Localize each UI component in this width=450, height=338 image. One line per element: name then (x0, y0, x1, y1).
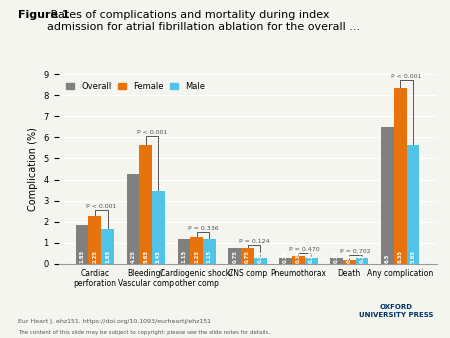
Text: 1.25: 1.25 (194, 249, 199, 263)
Bar (343, 261, 356, 264)
Text: 0.25: 0.25 (283, 250, 288, 263)
Text: 8.35: 8.35 (398, 249, 403, 263)
Bar (381, 127, 394, 264)
Bar (126, 174, 140, 264)
Bar (140, 145, 152, 264)
Bar (279, 258, 292, 264)
Text: P < 0.001: P < 0.001 (86, 204, 116, 209)
Bar (394, 88, 407, 264)
Bar (152, 191, 165, 264)
Text: 4.25: 4.25 (130, 250, 135, 263)
Text: Eur Heart J. ehz151. https://doi.org/10.1093/eurheartj/ehz151: Eur Heart J. ehz151. https://doi.org/10.… (18, 319, 211, 324)
Text: P = 0.702: P = 0.702 (340, 249, 371, 254)
Bar (177, 239, 190, 264)
Text: P < 0.001: P < 0.001 (392, 74, 422, 78)
Bar (76, 225, 88, 264)
Text: 3.45: 3.45 (156, 250, 161, 263)
Text: Rates of complications and mortality during index
admission for atrial fibrillat: Rates of complications and mortality dur… (47, 10, 360, 32)
Text: P = 0.124: P = 0.124 (238, 239, 269, 244)
Text: 1.65: 1.65 (105, 249, 110, 263)
Bar (101, 229, 114, 264)
Text: 5.65: 5.65 (410, 249, 415, 263)
Text: P = 0.336: P = 0.336 (188, 226, 218, 231)
Legend: Overall, Female, Male: Overall, Female, Male (63, 78, 208, 94)
Text: 0.75: 0.75 (232, 250, 237, 263)
Bar (241, 248, 254, 264)
Bar (229, 248, 241, 264)
Text: 0.15: 0.15 (347, 249, 352, 263)
Text: 6.5: 6.5 (385, 253, 390, 263)
Text: 0.25: 0.25 (258, 250, 263, 263)
Y-axis label: Complication (%): Complication (%) (28, 127, 38, 211)
Bar (292, 256, 305, 264)
Bar (356, 258, 369, 264)
Text: Figure 1: Figure 1 (18, 10, 70, 20)
Bar (330, 258, 343, 264)
Text: P < 0.001: P < 0.001 (137, 130, 167, 135)
Text: 1.15: 1.15 (207, 249, 212, 263)
Text: 0.25: 0.25 (334, 250, 339, 263)
Bar (190, 237, 203, 264)
Text: 5.65: 5.65 (143, 249, 148, 263)
Bar (203, 239, 216, 264)
Text: 0.25: 0.25 (360, 250, 364, 263)
Bar (305, 258, 318, 264)
Text: 2.25: 2.25 (92, 250, 97, 263)
Text: 0.25: 0.25 (309, 250, 314, 263)
Text: 1.85: 1.85 (80, 249, 85, 263)
Bar (88, 216, 101, 264)
Bar (254, 258, 266, 264)
Text: 1.15: 1.15 (181, 249, 186, 263)
Text: OXFORD
UNIVERSITY PRESS: OXFORD UNIVERSITY PRESS (359, 304, 433, 318)
Text: 0.35: 0.35 (296, 250, 301, 263)
Text: The content of this slide may be subject to copyright: please see the slide note: The content of this slide may be subject… (18, 330, 270, 335)
Bar (407, 145, 419, 264)
Text: 0.75: 0.75 (245, 250, 250, 263)
Text: P = 0.470: P = 0.470 (289, 247, 320, 252)
